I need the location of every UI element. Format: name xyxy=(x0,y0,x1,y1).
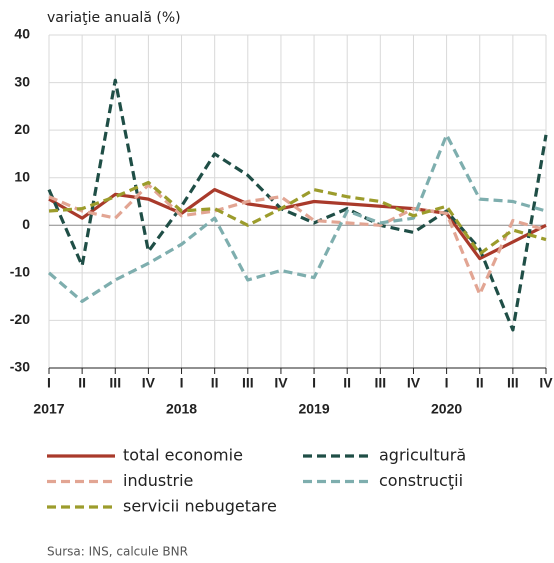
x-tick-label: I xyxy=(312,375,316,391)
x-tick-label: I xyxy=(445,375,449,391)
year-label: 2020 xyxy=(431,401,462,417)
x-tick-label: III xyxy=(374,375,386,391)
year-label: 2017 xyxy=(33,401,64,417)
x-tick-label: IV xyxy=(539,375,553,391)
legend-label: construcţii xyxy=(379,471,463,490)
y-tick-label: 20 xyxy=(14,121,30,137)
series-line xyxy=(48,188,547,261)
y-tick-label: -30 xyxy=(10,359,30,375)
legend-label: agricultură xyxy=(379,446,466,465)
y-tick-label: 10 xyxy=(14,168,30,184)
series-line xyxy=(47,133,547,303)
y-tick-label: -10 xyxy=(10,264,30,280)
series-line xyxy=(48,183,547,296)
x-tick-label: III xyxy=(507,375,519,391)
x-tick-label: II xyxy=(78,375,86,391)
x-tick-label: IV xyxy=(274,375,288,391)
legend-label: total economie xyxy=(123,446,243,465)
year-label: 2018 xyxy=(166,401,197,417)
year-label: 2019 xyxy=(298,401,329,417)
y-tick-label: 30 xyxy=(14,73,30,89)
x-tick-label: I xyxy=(180,375,184,391)
source: Sursa: INS, calcule BNR xyxy=(47,545,188,559)
x-tick-label: IV xyxy=(407,375,421,391)
x-tick-label: II xyxy=(211,375,219,391)
x-tick-label: III xyxy=(109,375,121,391)
x-tick-label: I xyxy=(47,375,51,391)
series-line xyxy=(48,180,547,256)
y-tick-label: 0 xyxy=(22,216,30,232)
legend-label: servicii nebugetare xyxy=(123,497,277,516)
x-tick-label: III xyxy=(242,375,254,391)
y-axis-label: variaţie anuală (%) xyxy=(47,10,181,26)
series-line xyxy=(47,78,548,332)
legend-label: industrie xyxy=(123,471,193,490)
y-tick-label: 40 xyxy=(14,26,30,42)
x-tick-label: IV xyxy=(142,375,156,391)
y-tick-label: -20 xyxy=(10,311,30,327)
x-tick-label: II xyxy=(476,375,484,391)
x-tick-label: II xyxy=(343,375,351,391)
